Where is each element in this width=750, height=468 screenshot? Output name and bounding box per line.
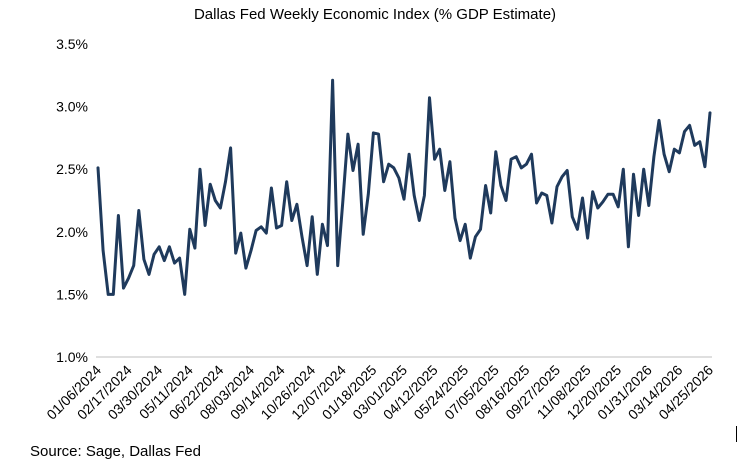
y-tick-label: 1.0%: [56, 349, 88, 365]
y-tick-label: 2.0%: [56, 224, 88, 240]
y-tick-label: 3.5%: [56, 36, 88, 52]
series-line: [96, 78, 712, 296]
y-tick-label: 3.0%: [56, 99, 88, 115]
chart-title: Dallas Fed Weekly Economic Index (% GDP …: [193, 6, 557, 23]
source-note: Source: Sage, Dallas Fed: [30, 443, 201, 460]
text-cursor: [736, 426, 737, 442]
y-tick-label: 1.5%: [56, 286, 88, 302]
y-tick-label: 2.5%: [56, 161, 88, 177]
